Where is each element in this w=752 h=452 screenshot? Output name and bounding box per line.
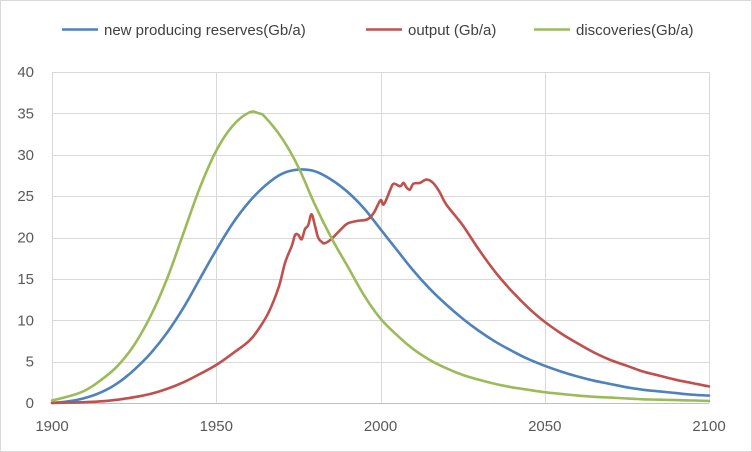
legend-item: new producing reserves(Gb/a) [62,22,306,39]
legend-label: discoveries(Gb/a) [576,22,694,39]
y-tick-label: 0 [26,395,34,412]
y-tick-label: 25 [17,188,34,205]
x-tick-label: 2050 [528,418,561,435]
y-tick-label: 15 [17,271,34,288]
y-tick-label: 40 [17,64,34,81]
axes: 0 5 10 15 20 25 30 35 40 1900 1950 2000 2050 2100 [17,64,725,435]
y-tick-label: 10 [17,312,34,329]
y-tick-label: 5 [26,354,34,371]
y-tick-label: 35 [17,105,34,122]
y-tick-label: 20 [17,230,34,247]
legend-label: new producing reserves(Gb/a) [104,22,306,39]
series-line-discoveries [50,110,711,403]
legend-item: output (Gb/a) [366,22,496,39]
legend-item: discoveries(Gb/a) [534,22,694,39]
series-lines [50,110,711,405]
series-line-new-producing-reserves [50,168,711,405]
x-tick-label: 2100 [692,418,725,435]
x-tick-label: 1950 [200,418,233,435]
y-tick-label: 30 [17,147,34,164]
gridlines [52,72,710,404]
legend-label: output (Gb/a) [408,22,496,39]
x-tick-label: 1900 [35,418,68,435]
x-tick-label: 2000 [364,418,397,435]
series-line-output [50,178,711,405]
legend: new producing reserves(Gb/a) output (Gb/a… [62,22,694,39]
